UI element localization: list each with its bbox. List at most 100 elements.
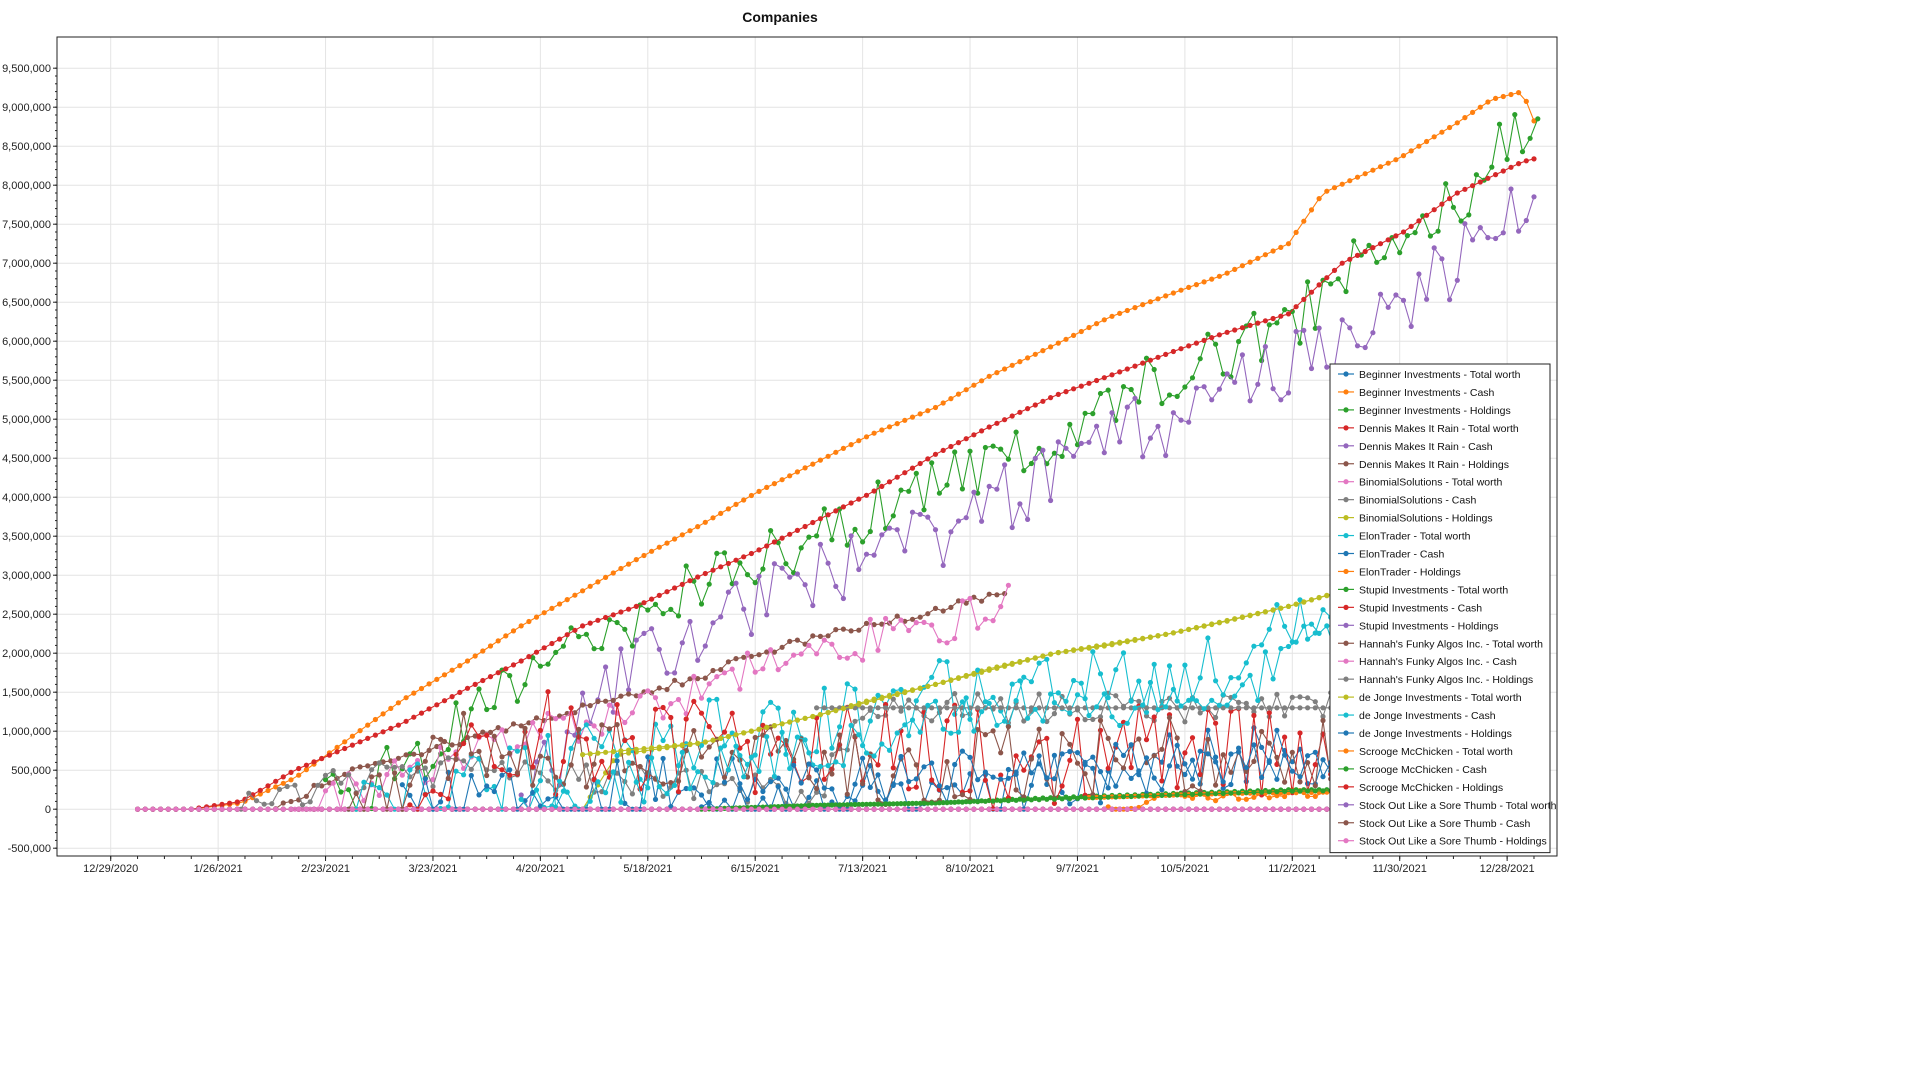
data-point (1274, 789, 1280, 795)
legend-label: ElonTrader - Holdings (1359, 566, 1461, 578)
data-point (1209, 276, 1215, 282)
data-point (438, 736, 444, 742)
data-point (668, 714, 674, 721)
data-point (1028, 460, 1034, 467)
data-point (979, 669, 985, 675)
data-point (821, 685, 827, 691)
data-point (955, 729, 962, 735)
data-point (909, 465, 916, 471)
data-point (365, 722, 371, 728)
data-point (1094, 377, 1100, 384)
data-point (898, 781, 904, 787)
data-point (603, 574, 609, 581)
data-point (1232, 327, 1238, 333)
data-point (687, 528, 693, 534)
data-point (695, 657, 701, 663)
data-point (894, 613, 900, 619)
data-point (691, 728, 697, 734)
data-point (1189, 776, 1196, 782)
data-point (1163, 351, 1169, 357)
data-point (1316, 630, 1322, 637)
data-point (349, 766, 355, 772)
data-point (944, 785, 950, 791)
data-point (894, 806, 900, 812)
data-point (994, 370, 1000, 376)
data-point (211, 806, 217, 812)
data-point (372, 732, 378, 738)
data-point (1132, 806, 1138, 812)
data-point (1236, 745, 1242, 751)
data-point (1462, 186, 1468, 192)
data-point (1132, 395, 1138, 401)
data-point (990, 728, 996, 734)
data-point (468, 772, 474, 779)
data-point (768, 804, 774, 810)
data-point (484, 732, 490, 739)
data-point (952, 711, 958, 717)
data-point (1163, 806, 1169, 812)
data-point (1090, 716, 1096, 723)
data-point (1159, 746, 1165, 752)
x-tick-label: 9/7/2021 (1056, 863, 1099, 875)
data-point (814, 786, 820, 792)
data-point (975, 625, 981, 631)
data-point (357, 728, 363, 734)
data-point (940, 447, 946, 453)
data-point (840, 626, 847, 632)
data-point (649, 548, 655, 554)
data-point (1005, 724, 1012, 730)
data-point (1274, 602, 1280, 608)
data-point (557, 713, 563, 719)
data-point (173, 806, 179, 812)
data-point (714, 782, 720, 788)
data-point (1147, 806, 1153, 812)
data-point (1239, 682, 1245, 688)
data-point (1431, 207, 1437, 213)
data-point (940, 806, 946, 812)
data-point (1243, 660, 1249, 666)
data-point (499, 772, 505, 778)
data-point (998, 776, 1004, 782)
data-point (1439, 201, 1445, 207)
legend-swatch-marker (1343, 784, 1349, 790)
data-point (1182, 771, 1188, 778)
data-point (284, 783, 290, 790)
data-point (1216, 806, 1222, 812)
data-point (1155, 296, 1161, 302)
data-point (817, 457, 824, 463)
data-point (257, 806, 263, 812)
data-point (583, 631, 590, 637)
data-point (756, 806, 762, 812)
data-point (1170, 686, 1176, 693)
data-point (986, 591, 992, 597)
data-point (714, 696, 720, 703)
data-point (1213, 754, 1219, 760)
data-point (1312, 630, 1318, 636)
data-point (656, 646, 662, 652)
data-point (748, 653, 755, 660)
data-point (890, 705, 896, 711)
data-point (1259, 642, 1265, 648)
data-point (322, 788, 329, 794)
data-point (913, 705, 919, 711)
data-point (510, 721, 517, 727)
legend-label: Stupid Investments - Holdings (1359, 620, 1498, 632)
data-point (695, 676, 701, 682)
data-point (1063, 648, 1069, 654)
data-point (1074, 795, 1081, 801)
data-point (909, 806, 916, 812)
data-point (1297, 694, 1303, 700)
data-point (518, 806, 524, 812)
data-point (760, 666, 766, 672)
data-point (725, 589, 732, 595)
data-point (265, 806, 271, 812)
data-point (541, 739, 547, 745)
data-point (1174, 742, 1180, 749)
data-point (1063, 698, 1069, 704)
data-point (798, 780, 804, 786)
data-point (672, 536, 678, 542)
data-point (1147, 679, 1153, 686)
legend-item: Scrooge McChicken - Cash (1338, 764, 1487, 776)
data-point (1232, 616, 1238, 622)
data-point (1086, 439, 1092, 445)
